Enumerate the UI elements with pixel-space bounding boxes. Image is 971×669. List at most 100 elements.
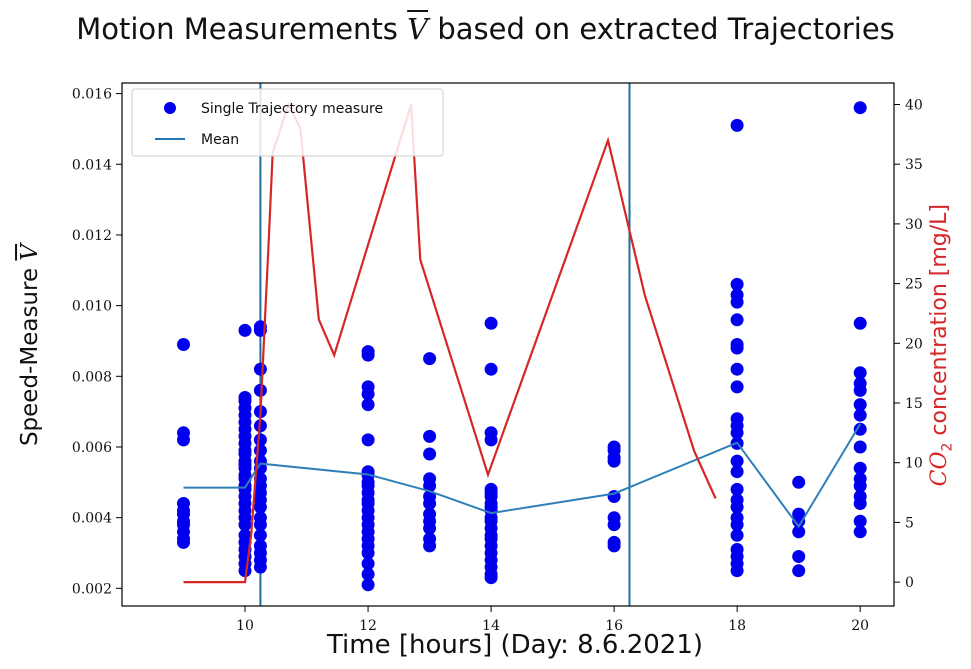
- y2-tick-label: 0: [905, 575, 914, 591]
- data-point: [730, 118, 744, 132]
- y-tick-label: 0.014: [72, 157, 112, 173]
- data-point: [361, 546, 375, 560]
- data-point: [792, 564, 806, 578]
- data-point: [361, 348, 375, 362]
- plot-background: [122, 83, 894, 606]
- data-point: [730, 362, 744, 376]
- y2-tick-label: 30: [905, 217, 923, 233]
- data-point: [853, 479, 867, 493]
- data-point: [607, 454, 621, 468]
- data-point: [361, 567, 375, 581]
- data-point: [361, 578, 375, 592]
- data-point: [253, 560, 267, 574]
- y-tick-label: 0.008: [72, 369, 112, 385]
- chart-title: Motion Measurements V based on extracted…: [0, 12, 971, 46]
- y-axis-label-left: Speed-Measure V: [17, 243, 43, 445]
- data-point: [253, 383, 267, 397]
- legend: Single Trajectory measure Mean: [131, 88, 444, 157]
- y-tick-label: 0.010: [72, 299, 112, 315]
- data-point: [423, 352, 437, 366]
- data-point: [361, 398, 375, 412]
- data-point: [730, 341, 744, 355]
- data-point: [253, 528, 267, 542]
- data-point: [484, 362, 498, 376]
- data-point: [853, 316, 867, 330]
- data-point: [730, 295, 744, 309]
- data-point: [177, 338, 190, 351]
- data-point: [792, 550, 806, 563]
- y-axis-label-left-text: Speed-Measure: [17, 267, 44, 446]
- data-point: [730, 454, 744, 468]
- data-point: [730, 313, 744, 327]
- y-axis-label-right-sub: 2: [939, 442, 956, 452]
- chart-title-rest: based on extracted Trajectories: [437, 12, 895, 46]
- data-point: [792, 514, 806, 528]
- chart-title-symbol: V: [407, 12, 429, 46]
- y-tick-label: 0.016: [72, 87, 112, 103]
- legend-box: [131, 88, 444, 157]
- data-point: [730, 277, 744, 291]
- y-tick-label: 0.012: [72, 228, 112, 244]
- y-axis-label-left-symbol: V: [17, 243, 44, 261]
- data-point: [730, 380, 744, 394]
- data-point: [730, 465, 744, 479]
- x-tick-label: 12: [359, 618, 377, 634]
- tick-layer: 10 12 14 16 18 20 0.002 0.004 0.006 0.008 0.010 0.0…: [72, 82, 923, 634]
- legend-label-mean: Mean: [201, 132, 239, 148]
- y2-tick-label: 25: [905, 277, 923, 293]
- mean-line: [183, 423, 862, 529]
- axes-layer: [122, 83, 894, 606]
- legend-label-scatter: Single Trajectory measure: [201, 101, 383, 117]
- x-axis-label: Time [hours] (Day: 8.6.2021): [326, 630, 704, 660]
- x-tick-label: 18: [728, 618, 746, 634]
- data-point: [792, 525, 806, 539]
- data-point: [484, 433, 498, 447]
- data-point: [423, 479, 437, 493]
- data-point: [361, 557, 375, 571]
- y2-tick-label: 20: [905, 336, 923, 352]
- data-point: [853, 514, 867, 528]
- data-point: [253, 500, 267, 514]
- data-point: [423, 539, 437, 553]
- y-tick-label: 0.002: [72, 581, 112, 597]
- data-point: [853, 461, 867, 475]
- x-tick-label: 10: [236, 618, 254, 634]
- data-point: [423, 497, 437, 510]
- data-point: [853, 366, 867, 380]
- data-point: [853, 101, 867, 115]
- data-point: [730, 482, 744, 496]
- data-point: [238, 323, 252, 337]
- data-point: [361, 433, 375, 447]
- data-point: [853, 383, 867, 397]
- data-point: [238, 518, 252, 532]
- y2-tick-label: 35: [905, 157, 923, 173]
- data-point: [730, 518, 744, 532]
- data-point: [484, 571, 498, 585]
- data-point: [484, 316, 498, 330]
- data-point: [853, 497, 867, 510]
- data-point: [853, 408, 867, 422]
- data-point: [177, 433, 190, 447]
- plot-frame: [121, 82, 895, 607]
- data-point: [423, 429, 437, 443]
- y2-tick-label: 10: [905, 456, 923, 472]
- data-point: [853, 440, 867, 454]
- data-point: [792, 475, 806, 489]
- data-point: [853, 398, 867, 412]
- data-point: [253, 518, 267, 532]
- data-point: [730, 564, 744, 578]
- x-tick-label: 14: [482, 618, 500, 634]
- series-layer: [177, 101, 867, 592]
- data-point: [853, 525, 867, 539]
- data-point: [730, 426, 744, 440]
- y2-tick-label: 40: [905, 97, 923, 113]
- y-tick-label: 0.004: [72, 511, 112, 527]
- x-tick-label: 16: [605, 618, 623, 634]
- y-axis-label-right: CO2 concentration [mg/L]: [927, 204, 955, 486]
- data-point: [730, 500, 744, 514]
- data-point: [853, 422, 867, 436]
- chart-title-text: Motion Measurements: [76, 12, 398, 46]
- data-point: [607, 518, 621, 532]
- data-point: [423, 447, 437, 461]
